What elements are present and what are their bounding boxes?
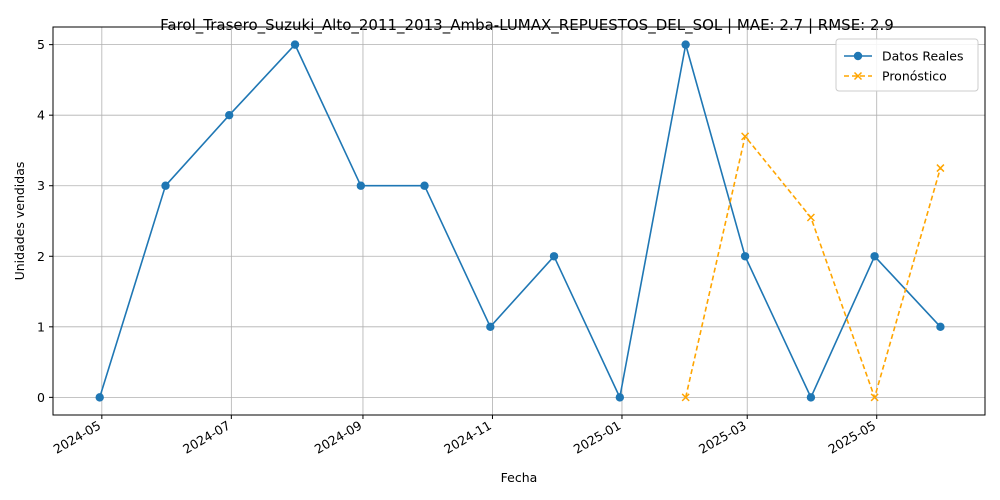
legend-label-actual: Datos Reales <box>882 49 963 64</box>
plot-area-frame <box>52 26 986 416</box>
series-layer <box>95 40 945 402</box>
x-tick-label: 2024-09 <box>312 418 365 457</box>
legend-marker-forecast <box>853 71 863 81</box>
legend-label-forecast: Pronóstico <box>882 69 947 84</box>
x-axis: 2024-05 2024-07 2024-09 2024-11 2025-01 2025-… <box>51 415 878 457</box>
data-point <box>549 252 559 261</box>
data-point <box>420 181 429 190</box>
grid-lines <box>53 27 985 415</box>
data-point <box>486 322 495 332</box>
data-point <box>740 252 750 261</box>
data-point <box>936 322 945 332</box>
data-point <box>290 40 300 49</box>
y-axis: 0 1 2 3 4 5 <box>37 37 53 405</box>
x-tick-label: 2024-05 <box>51 418 104 457</box>
series-line <box>684 135 942 399</box>
data-point <box>870 393 879 402</box>
x-tick-label: 2024-11 <box>441 418 494 457</box>
data-point <box>681 40 690 49</box>
legend-marker-actual <box>853 51 863 61</box>
x-tick-label: 2024-07 <box>180 418 233 457</box>
data-point <box>870 252 879 261</box>
legend-box <box>835 38 979 92</box>
y-tick-label: 3 <box>37 178 45 193</box>
x-tick-label: 2025-03 <box>696 418 749 457</box>
data-point <box>161 181 170 190</box>
data-point <box>936 164 945 173</box>
y-tick-label: 1 <box>37 319 45 334</box>
legend: Datos Reales Pronóstico <box>835 38 979 92</box>
x-tick-label: 2025-05 <box>825 418 878 457</box>
data-point <box>356 181 366 190</box>
data-point <box>681 393 690 402</box>
series-actual <box>95 40 945 402</box>
y-tick-label: 5 <box>37 37 45 52</box>
series-forecast <box>681 132 945 402</box>
chart-title: Farol_Trasero_Suzuki_Alto_2011_2013_Amba… <box>160 16 894 35</box>
data-point <box>806 393 816 402</box>
data-point <box>806 213 815 222</box>
y-tick-label: 4 <box>37 108 45 123</box>
data-point <box>225 110 234 120</box>
x-tick-label: 2025-01 <box>571 418 624 457</box>
y-tick-label: 2 <box>37 249 45 264</box>
y-axis-label: Unidades vendidas <box>12 162 27 281</box>
data-point <box>741 132 750 141</box>
x-axis-label: Fecha <box>501 470 538 485</box>
y-tick-label: 0 <box>37 390 45 405</box>
series-line <box>98 43 941 399</box>
data-point <box>615 393 625 402</box>
data-point <box>95 393 104 402</box>
